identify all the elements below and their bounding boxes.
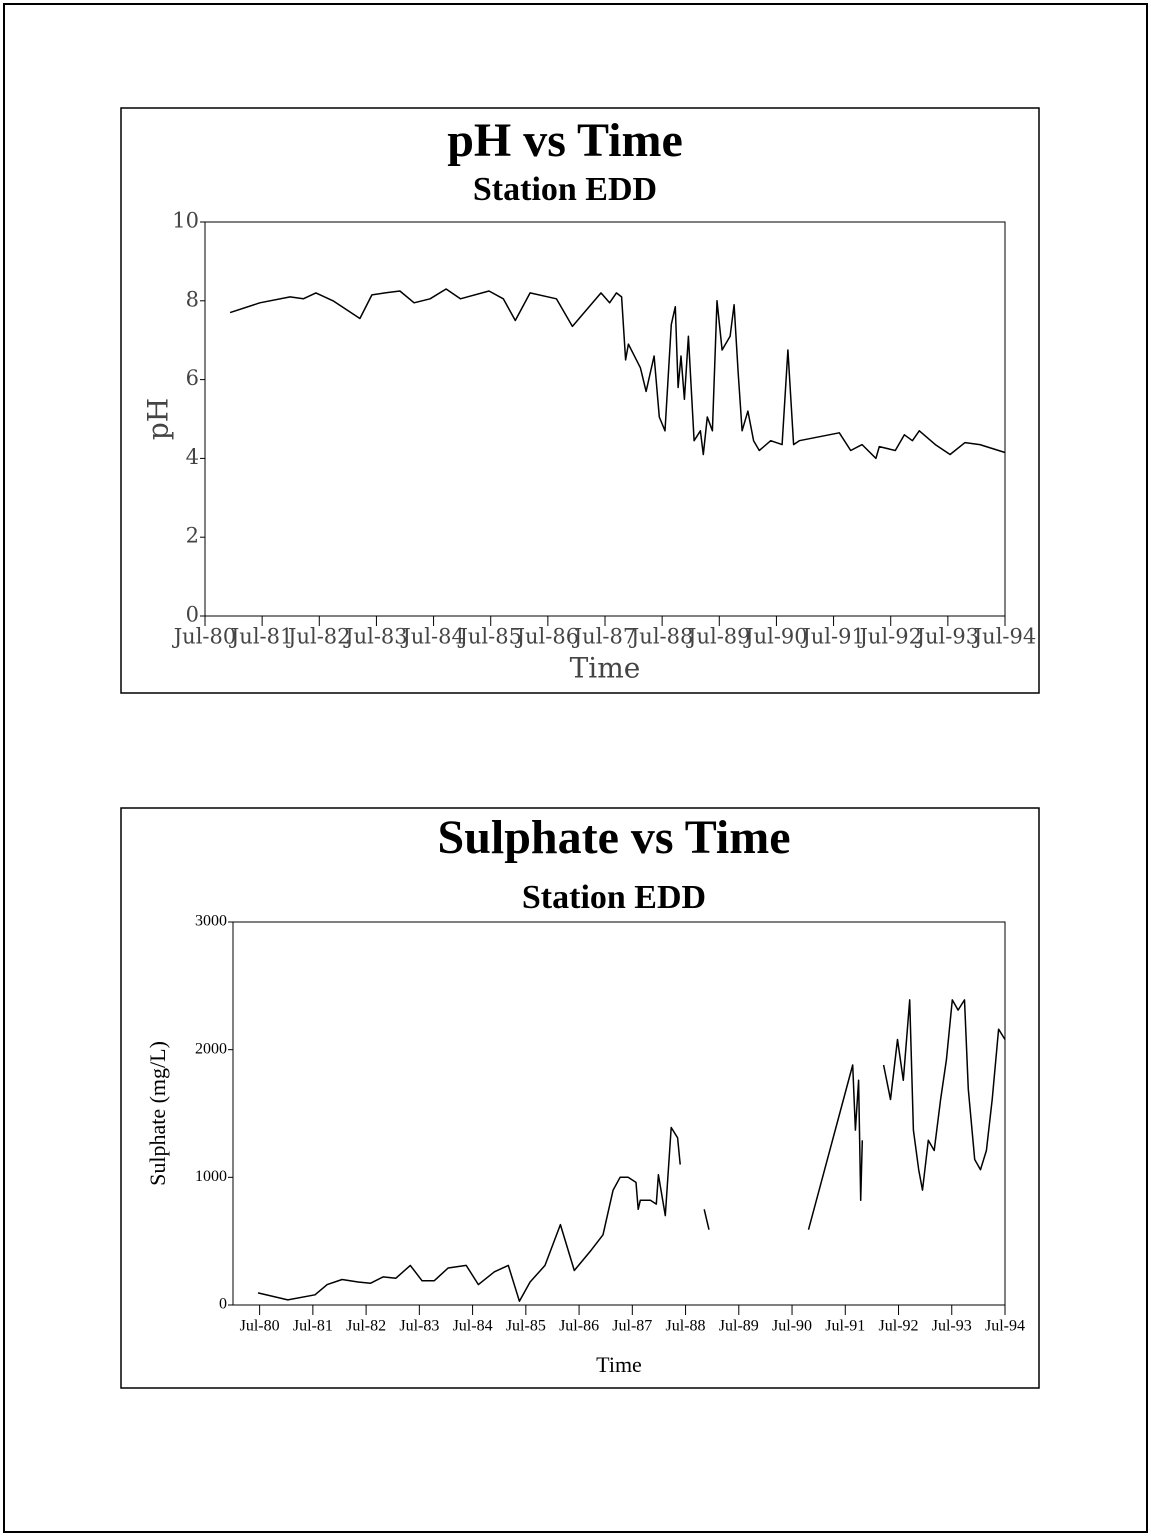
x-tick-label: Jul-81 — [229, 625, 293, 649]
x-tick-label: Jul-81 — [293, 1318, 333, 1335]
chart: Sulphate vs Time Station EDD 0 1000 2000 3000… — [120, 807, 1040, 1389]
y-tick-label: 10 — [172, 209, 199, 233]
x-tick-label: Jul-84 — [453, 1318, 493, 1335]
x-tick-label: Jul-93 — [915, 625, 979, 649]
data-line — [229, 288, 1006, 460]
plot-area — [232, 921, 1006, 1306]
x-tick-label: Jul-89 — [686, 625, 750, 649]
y-axis-label: pH — [142, 398, 175, 440]
x-tick-label: Jul-94 — [985, 1318, 1025, 1335]
x-tick-label: Jul-88 — [629, 625, 693, 649]
y-tick-label: 3000 — [195, 913, 227, 930]
x-tick-label: Jul-92 — [879, 1318, 919, 1335]
x-tick-label: Jul-80 — [172, 625, 236, 649]
x-tick-label: Jul-82 — [346, 1318, 386, 1335]
x-tick-label: Jul-82 — [286, 625, 350, 649]
x-tick-label: Jul-92 — [857, 625, 921, 649]
x-tick-label: Jul-91 — [825, 1318, 865, 1335]
y-tick-label: 2000 — [195, 1040, 227, 1057]
y-axis-label: Sulphate (mg/L) — [145, 1041, 170, 1186]
y-tick-label: 6 — [186, 366, 199, 390]
chart-title: Sulphate vs Time — [438, 811, 791, 864]
y-tick-label: 0 — [219, 1296, 227, 1313]
y-tick-label: 8 — [186, 287, 199, 311]
chart-title: pH vs Time — [447, 114, 683, 167]
x-tick-label: Jul-83 — [399, 1318, 439, 1335]
chart-frame — [120, 107, 1040, 694]
x-tick-label: Jul-84 — [400, 625, 464, 649]
x-tick-label: Jul-90 — [743, 625, 807, 649]
x-tick-label: Jul-85 — [457, 625, 521, 649]
y-tick-label: 1000 — [195, 1168, 227, 1185]
x-tick-label: Jul-87 — [572, 625, 636, 649]
x-tick-label: Jul-80 — [240, 1318, 280, 1335]
x-tick-label: Jul-88 — [666, 1318, 706, 1335]
x-tick-label: Jul-86 — [515, 625, 579, 649]
x-tick-label: Jul-86 — [559, 1318, 599, 1335]
y-tick-label: 4 — [186, 445, 199, 469]
x-tick-label: Jul-93 — [932, 1318, 972, 1335]
x-tick-label: Jul-94 — [972, 625, 1036, 649]
x-tick-label: Jul-90 — [772, 1318, 812, 1335]
data-line — [257, 999, 1006, 1302]
chart: pH vs Time Station EDD 0 2 4 6 8 10 Jul-80Jul-81… — [120, 107, 1040, 694]
x-tick-label: Jul-83 — [343, 625, 407, 649]
chart-frame — [120, 807, 1040, 1389]
x-tick-label: Jul-87 — [612, 1318, 652, 1335]
x-tick-label: Jul-89 — [719, 1318, 759, 1335]
chart-subtitle: Station EDD — [522, 879, 706, 916]
page-border — [3, 3, 1148, 1533]
x-axis-label: Time — [570, 652, 641, 685]
x-axis-label: Time — [596, 1352, 642, 1377]
x-tick-label: Jul-85 — [506, 1318, 546, 1335]
y-tick-label: 0 — [186, 603, 199, 627]
chart-subtitle: Station EDD — [473, 171, 657, 208]
x-tick-label: Jul-91 — [800, 625, 864, 649]
plot-area — [204, 221, 1006, 617]
y-tick-label: 2 — [186, 524, 199, 548]
